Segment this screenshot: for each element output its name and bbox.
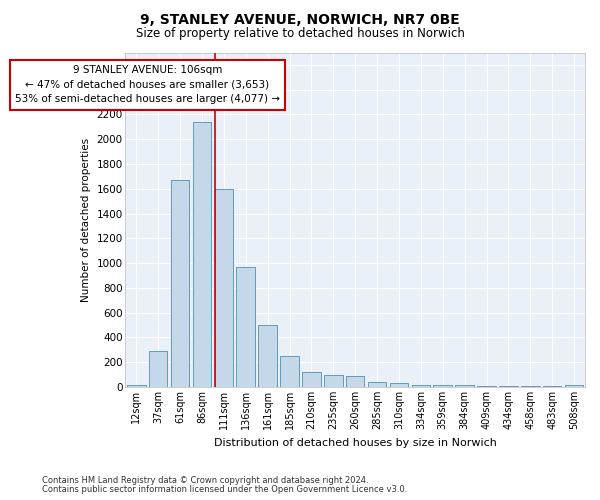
Bar: [149, 351, 167, 387]
Bar: [324, 374, 343, 387]
Bar: [346, 376, 364, 387]
Bar: [280, 356, 299, 387]
Bar: [368, 382, 386, 387]
Bar: [236, 267, 255, 387]
Bar: [171, 180, 190, 387]
Bar: [389, 384, 408, 387]
Text: Contains public sector information licensed under the Open Government Licence v3: Contains public sector information licen…: [42, 485, 407, 494]
Bar: [193, 122, 211, 387]
X-axis label: Distribution of detached houses by size in Norwich: Distribution of detached houses by size …: [214, 438, 497, 448]
Bar: [412, 384, 430, 387]
Bar: [127, 384, 146, 387]
Bar: [521, 386, 539, 387]
Text: Size of property relative to detached houses in Norwich: Size of property relative to detached ho…: [136, 28, 464, 40]
Bar: [455, 385, 474, 387]
Y-axis label: Number of detached properties: Number of detached properties: [81, 138, 91, 302]
Bar: [565, 384, 583, 387]
Text: 9, STANLEY AVENUE, NORWICH, NR7 0BE: 9, STANLEY AVENUE, NORWICH, NR7 0BE: [140, 12, 460, 26]
Bar: [499, 386, 518, 387]
Bar: [215, 189, 233, 387]
Bar: [259, 325, 277, 387]
Bar: [433, 384, 452, 387]
Bar: [477, 386, 496, 387]
Bar: [543, 386, 562, 387]
Text: 9 STANLEY AVENUE: 106sqm
← 47% of detached houses are smaller (3,653)
53% of sem: 9 STANLEY AVENUE: 106sqm ← 47% of detach…: [15, 65, 280, 104]
Bar: [302, 372, 321, 387]
Text: Contains HM Land Registry data © Crown copyright and database right 2024.: Contains HM Land Registry data © Crown c…: [42, 476, 368, 485]
